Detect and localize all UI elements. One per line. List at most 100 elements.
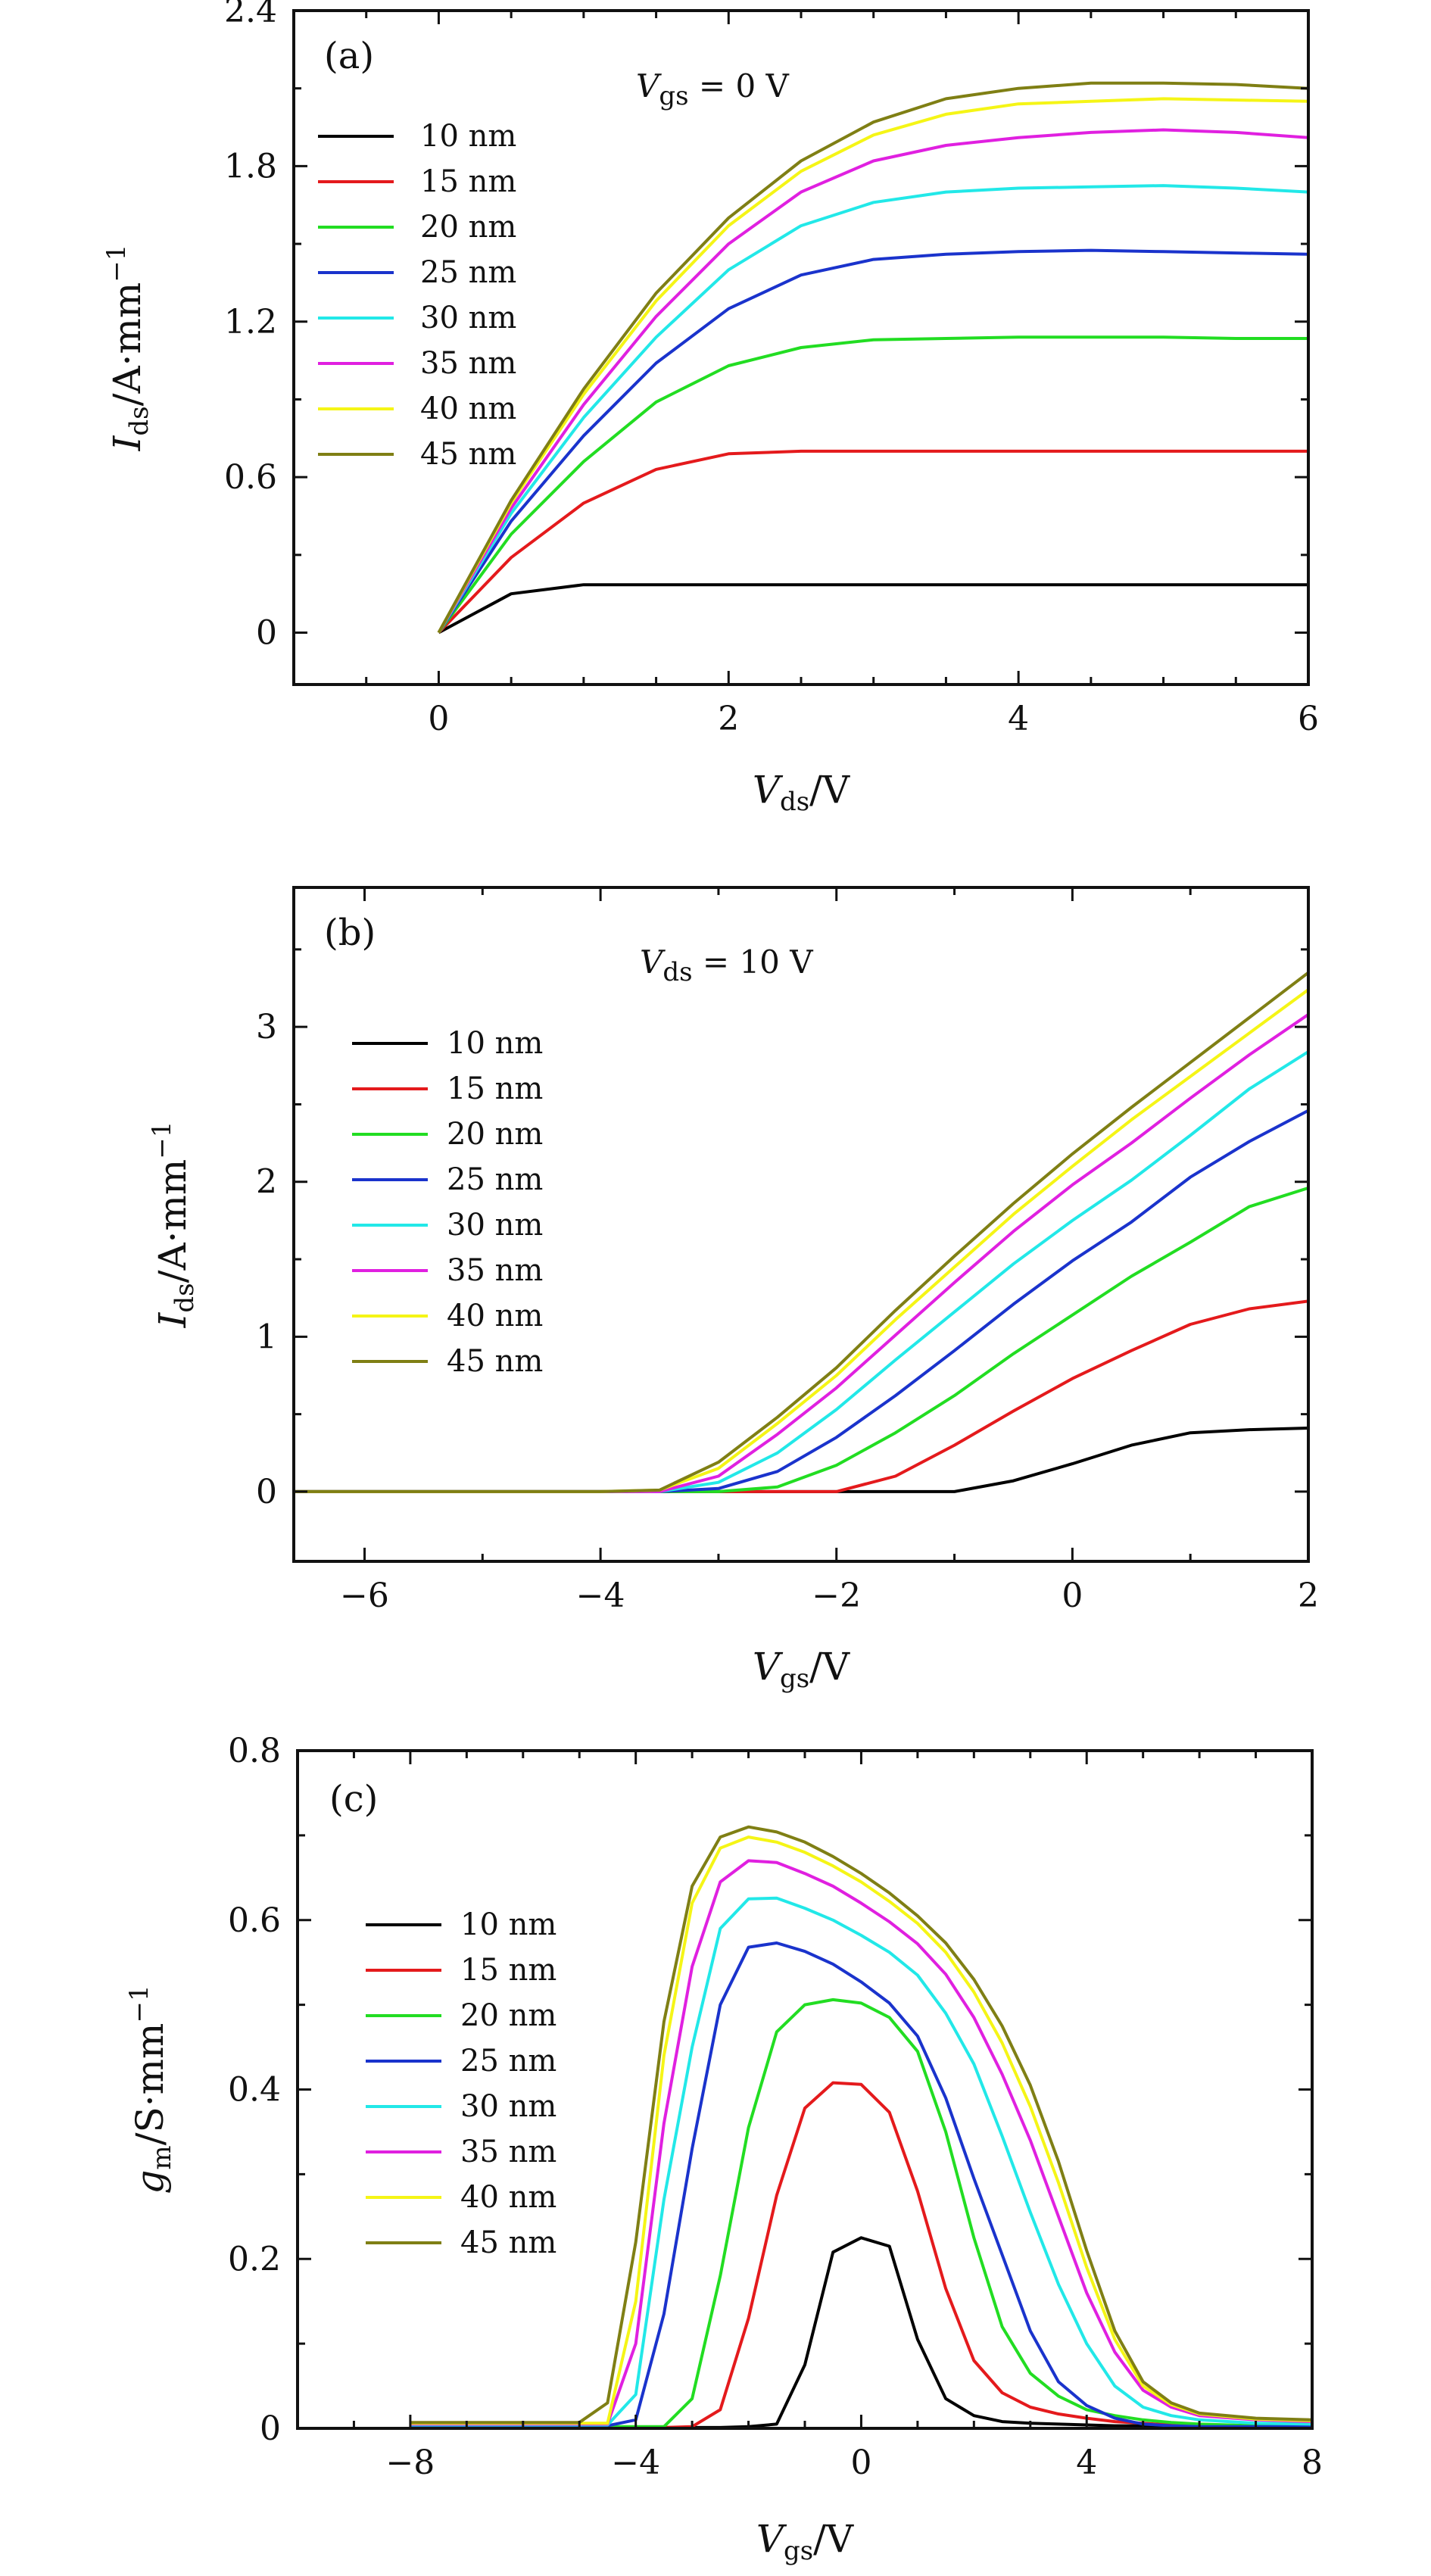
y-axis-label: Ids/A·mm−1 bbox=[101, 245, 154, 452]
x-axis-label: Vgs/V bbox=[756, 2517, 854, 2566]
panel-b: −6 −4 −2 0 2 0 1 2 3 Vgs/V Ids/A·mm−1 (b) Vds = 10 V… bbox=[147, 886, 1319, 1694]
legend-label: 45 nm bbox=[447, 1344, 543, 1379]
series-line-45nm bbox=[410, 1825, 1312, 2425]
x-tick-label: 8 bbox=[1302, 2443, 1323, 2482]
x-tick-label: 4 bbox=[1076, 2443, 1097, 2482]
legend-label: 25 nm bbox=[420, 255, 516, 290]
y-axis-label-unit: /S·mm bbox=[128, 2023, 172, 2146]
legend-label: 30 nm bbox=[447, 1208, 543, 1243]
y-tick-label: 0.8 bbox=[228, 1732, 281, 1770]
y-tick-label: 0.6 bbox=[228, 1901, 281, 1940]
condition-label-variable: V bbox=[636, 67, 662, 104]
series-group bbox=[294, 971, 1308, 1493]
series-line-30nm bbox=[410, 1896, 1312, 2427]
y-tick-label: 0 bbox=[256, 614, 277, 653]
x-axis-label-subscript: ds bbox=[780, 787, 809, 817]
y-tick-label: 0 bbox=[260, 2409, 281, 2448]
x-tick-label: 0 bbox=[428, 700, 449, 738]
x-axis-label-unit: /V bbox=[809, 1645, 850, 1689]
condition-label: Vgs = 0 V bbox=[636, 67, 790, 111]
y-tick-label: 2 bbox=[256, 1163, 277, 1202]
legend-label: 15 nm bbox=[460, 1953, 556, 1988]
y-axis-label-unit: /A·mm bbox=[151, 1159, 195, 1283]
y-axis-label-subscript: ds bbox=[124, 406, 154, 435]
legend-label: 35 nm bbox=[460, 2135, 556, 2169]
x-axis-label-variable: V bbox=[753, 768, 784, 812]
x-tick-label: −6 bbox=[340, 1576, 389, 1615]
legend-label: 25 nm bbox=[447, 1162, 543, 1197]
y-axis-label-variable: I bbox=[151, 1311, 195, 1328]
y-tick-label: 0 bbox=[256, 1473, 277, 1511]
legend-label: 40 nm bbox=[420, 391, 516, 426]
y-axis-label: gm/S·mm−1 bbox=[124, 1985, 177, 2194]
x-tick-label: 0 bbox=[1062, 1576, 1083, 1615]
y-tick-label: 3 bbox=[256, 1008, 277, 1046]
legend-label: 10 nm bbox=[447, 1026, 543, 1061]
y-axis-label-variable: g bbox=[128, 2170, 172, 2194]
legend: 10 nm 15 nm 20 nm 25 nm 30 nm 35 nm 40 nm 45 nm bbox=[352, 1026, 543, 1379]
series-line-40nm bbox=[437, 97, 1308, 634]
legend: 10 nm 15 nm 20 nm 25 nm 30 nm 35 nm 40 nm 45 nm bbox=[366, 1907, 556, 2260]
legend-label: 45 nm bbox=[460, 2225, 556, 2260]
series-line-25nm bbox=[410, 1941, 1312, 2428]
legend-label: 45 nm bbox=[420, 437, 516, 472]
y-tick-label: 1.2 bbox=[224, 303, 277, 341]
condition-label-unit: = 0 V bbox=[689, 67, 790, 104]
y-axis-label-subscript: ds bbox=[170, 1283, 200, 1312]
x-tick-label: −8 bbox=[385, 2443, 435, 2482]
panel-label: (a) bbox=[324, 35, 374, 77]
x-axis-label-variable: V bbox=[753, 1645, 784, 1689]
series-line-20nm bbox=[437, 335, 1308, 634]
condition-label-subscript: gs bbox=[659, 81, 688, 111]
legend-label: 10 nm bbox=[460, 1907, 556, 1942]
y-axis-label-unit: /A·mm bbox=[105, 282, 149, 407]
series-line-10nm bbox=[438, 583, 1308, 635]
x-tick-label: −4 bbox=[576, 1576, 625, 1615]
series-group bbox=[437, 81, 1308, 635]
legend-label: 15 nm bbox=[447, 1071, 543, 1106]
series-line-40nm bbox=[410, 1835, 1312, 2425]
y-tick-label: 0.4 bbox=[228, 2071, 281, 2110]
panel-label: (c) bbox=[329, 1778, 378, 1820]
y-tick-label: 1.8 bbox=[224, 147, 277, 186]
legend-label: 20 nm bbox=[447, 1117, 543, 1152]
y-tick-label: 1 bbox=[256, 1318, 277, 1356]
panel-label: (b) bbox=[324, 912, 376, 954]
series-line-20nm bbox=[410, 1997, 1312, 2428]
legend: 10 nm 15 nm 20 nm 25 nm 30 nm 35 nm 40 nm 45 nm bbox=[318, 119, 516, 472]
series-line-15nm bbox=[437, 449, 1308, 634]
condition-label: Vds = 10 V bbox=[640, 943, 813, 987]
x-axis-label-subscript: gs bbox=[784, 2536, 813, 2566]
y-tick-label: 0.6 bbox=[224, 458, 277, 497]
x-axis-label: Vgs/V bbox=[753, 1645, 850, 1694]
panel-c: −8 −4 0 4 8 0 0.2 0.4 0.6 0.8 Vgs/V gm/S·mm−1 (c) 10 … bbox=[124, 1732, 1323, 2566]
panel-a: 0 2 4 6 0 0.6 1.2 1.8 2.4 Vds/V Ids/A·mm−1 (a) Vgs =… bbox=[101, 0, 1319, 817]
legend-label: 25 nm bbox=[460, 2044, 556, 2079]
x-tick-label: 0 bbox=[850, 2443, 871, 2482]
legend-label: 20 nm bbox=[420, 210, 516, 245]
legend-label: 10 nm bbox=[420, 119, 516, 154]
x-tick-label: 2 bbox=[1298, 1576, 1319, 1615]
x-axis-label-unit: /V bbox=[813, 2517, 854, 2561]
series-line-45nm bbox=[294, 971, 1308, 1493]
x-tick-label: 4 bbox=[1008, 700, 1029, 738]
y-axis-label: Ids/A·mm−1 bbox=[147, 1121, 200, 1329]
condition-label-subscript: ds bbox=[662, 957, 692, 987]
x-axis-label: Vds/V bbox=[753, 768, 850, 817]
legend-label: 40 nm bbox=[447, 1299, 543, 1333]
y-tick-label: 2.4 bbox=[224, 0, 277, 30]
legend-label: 40 nm bbox=[460, 2180, 556, 2215]
series-line-25nm bbox=[437, 248, 1308, 634]
condition-label-unit: = 10 V bbox=[693, 943, 814, 981]
series-line-30nm bbox=[437, 184, 1308, 634]
x-tick-label: −4 bbox=[611, 2443, 660, 2482]
series-line-45nm bbox=[437, 81, 1308, 634]
x-tick-label: 2 bbox=[718, 700, 739, 738]
legend-label: 30 nm bbox=[420, 301, 516, 335]
series-line-35nm bbox=[437, 128, 1308, 634]
y-axis-label-superscript: −1 bbox=[101, 245, 132, 282]
x-axis-label-subscript: gs bbox=[780, 1664, 809, 1694]
